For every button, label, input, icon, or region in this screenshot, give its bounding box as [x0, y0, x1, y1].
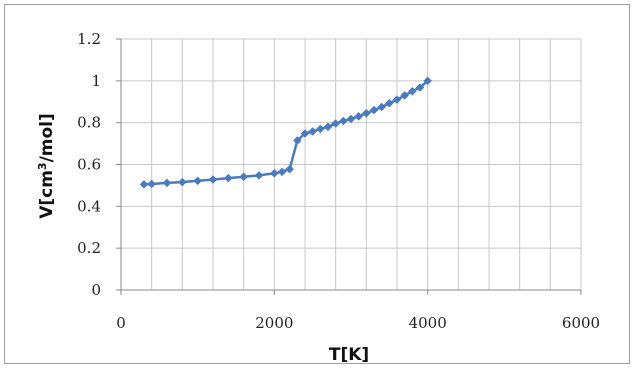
- data-point: [415, 83, 425, 92]
- data-point: [177, 177, 187, 187]
- y-tick-label: 0.6: [77, 156, 101, 174]
- data-point: [308, 127, 318, 136]
- data-point: [239, 172, 249, 182]
- y-tick-label: 0.4: [77, 197, 101, 215]
- y-tick-label: 0.2: [77, 239, 101, 257]
- plot-area: [139, 76, 433, 189]
- data-point: [346, 114, 356, 124]
- data-point: [392, 95, 402, 105]
- y-tick-labels: 0 0.2 0.4 0.6 0.8 1 1.2: [77, 30, 101, 299]
- x-tick-label: 4000: [409, 314, 447, 332]
- y-axis-title-part-1: V[cm: [37, 170, 57, 219]
- data-point: [277, 167, 287, 177]
- y-tick-label: 0: [91, 281, 101, 299]
- data-point: [162, 178, 172, 188]
- chart-frame: [4, 4, 630, 364]
- x-tick-label: 2000: [255, 314, 293, 332]
- data-point: [423, 76, 433, 86]
- y-tick-label: 1: [91, 72, 101, 90]
- data-point: [292, 136, 302, 145]
- data-point: [208, 175, 218, 184]
- y-axis-title-sup: 3: [36, 162, 49, 170]
- data-point: [223, 173, 233, 183]
- data-point: [407, 86, 417, 96]
- data-point: [139, 180, 149, 189]
- y-tick-label: 0.8: [77, 114, 101, 132]
- data-point: [285, 164, 295, 174]
- x-tick-label: 0: [116, 314, 126, 332]
- data-point: [338, 116, 348, 126]
- x-axis-title: T[K]: [329, 345, 369, 365]
- x-tick-labels: 0 2000 4000 6000: [116, 314, 600, 332]
- data-point: [315, 124, 325, 134]
- data-point: [369, 105, 379, 115]
- data-point: [377, 102, 387, 112]
- data-point: [193, 176, 203, 186]
- data-point: [400, 91, 410, 100]
- data-point: [354, 112, 364, 121]
- data-point: [254, 171, 264, 180]
- y-axis-title: V[cm3/mol]: [36, 113, 57, 219]
- y-axis-title-part-3: /mol]: [37, 113, 57, 162]
- data-point: [323, 122, 333, 132]
- x-tick-label: 6000: [562, 314, 600, 332]
- data-point: [300, 129, 310, 138]
- y-tick-label: 1.2: [77, 30, 101, 48]
- data-point: [147, 179, 157, 189]
- data-point: [269, 168, 279, 178]
- data-point: [384, 98, 394, 108]
- data-point: [361, 108, 371, 118]
- grid-lines: [116, 38, 582, 295]
- data-point: [331, 119, 341, 128]
